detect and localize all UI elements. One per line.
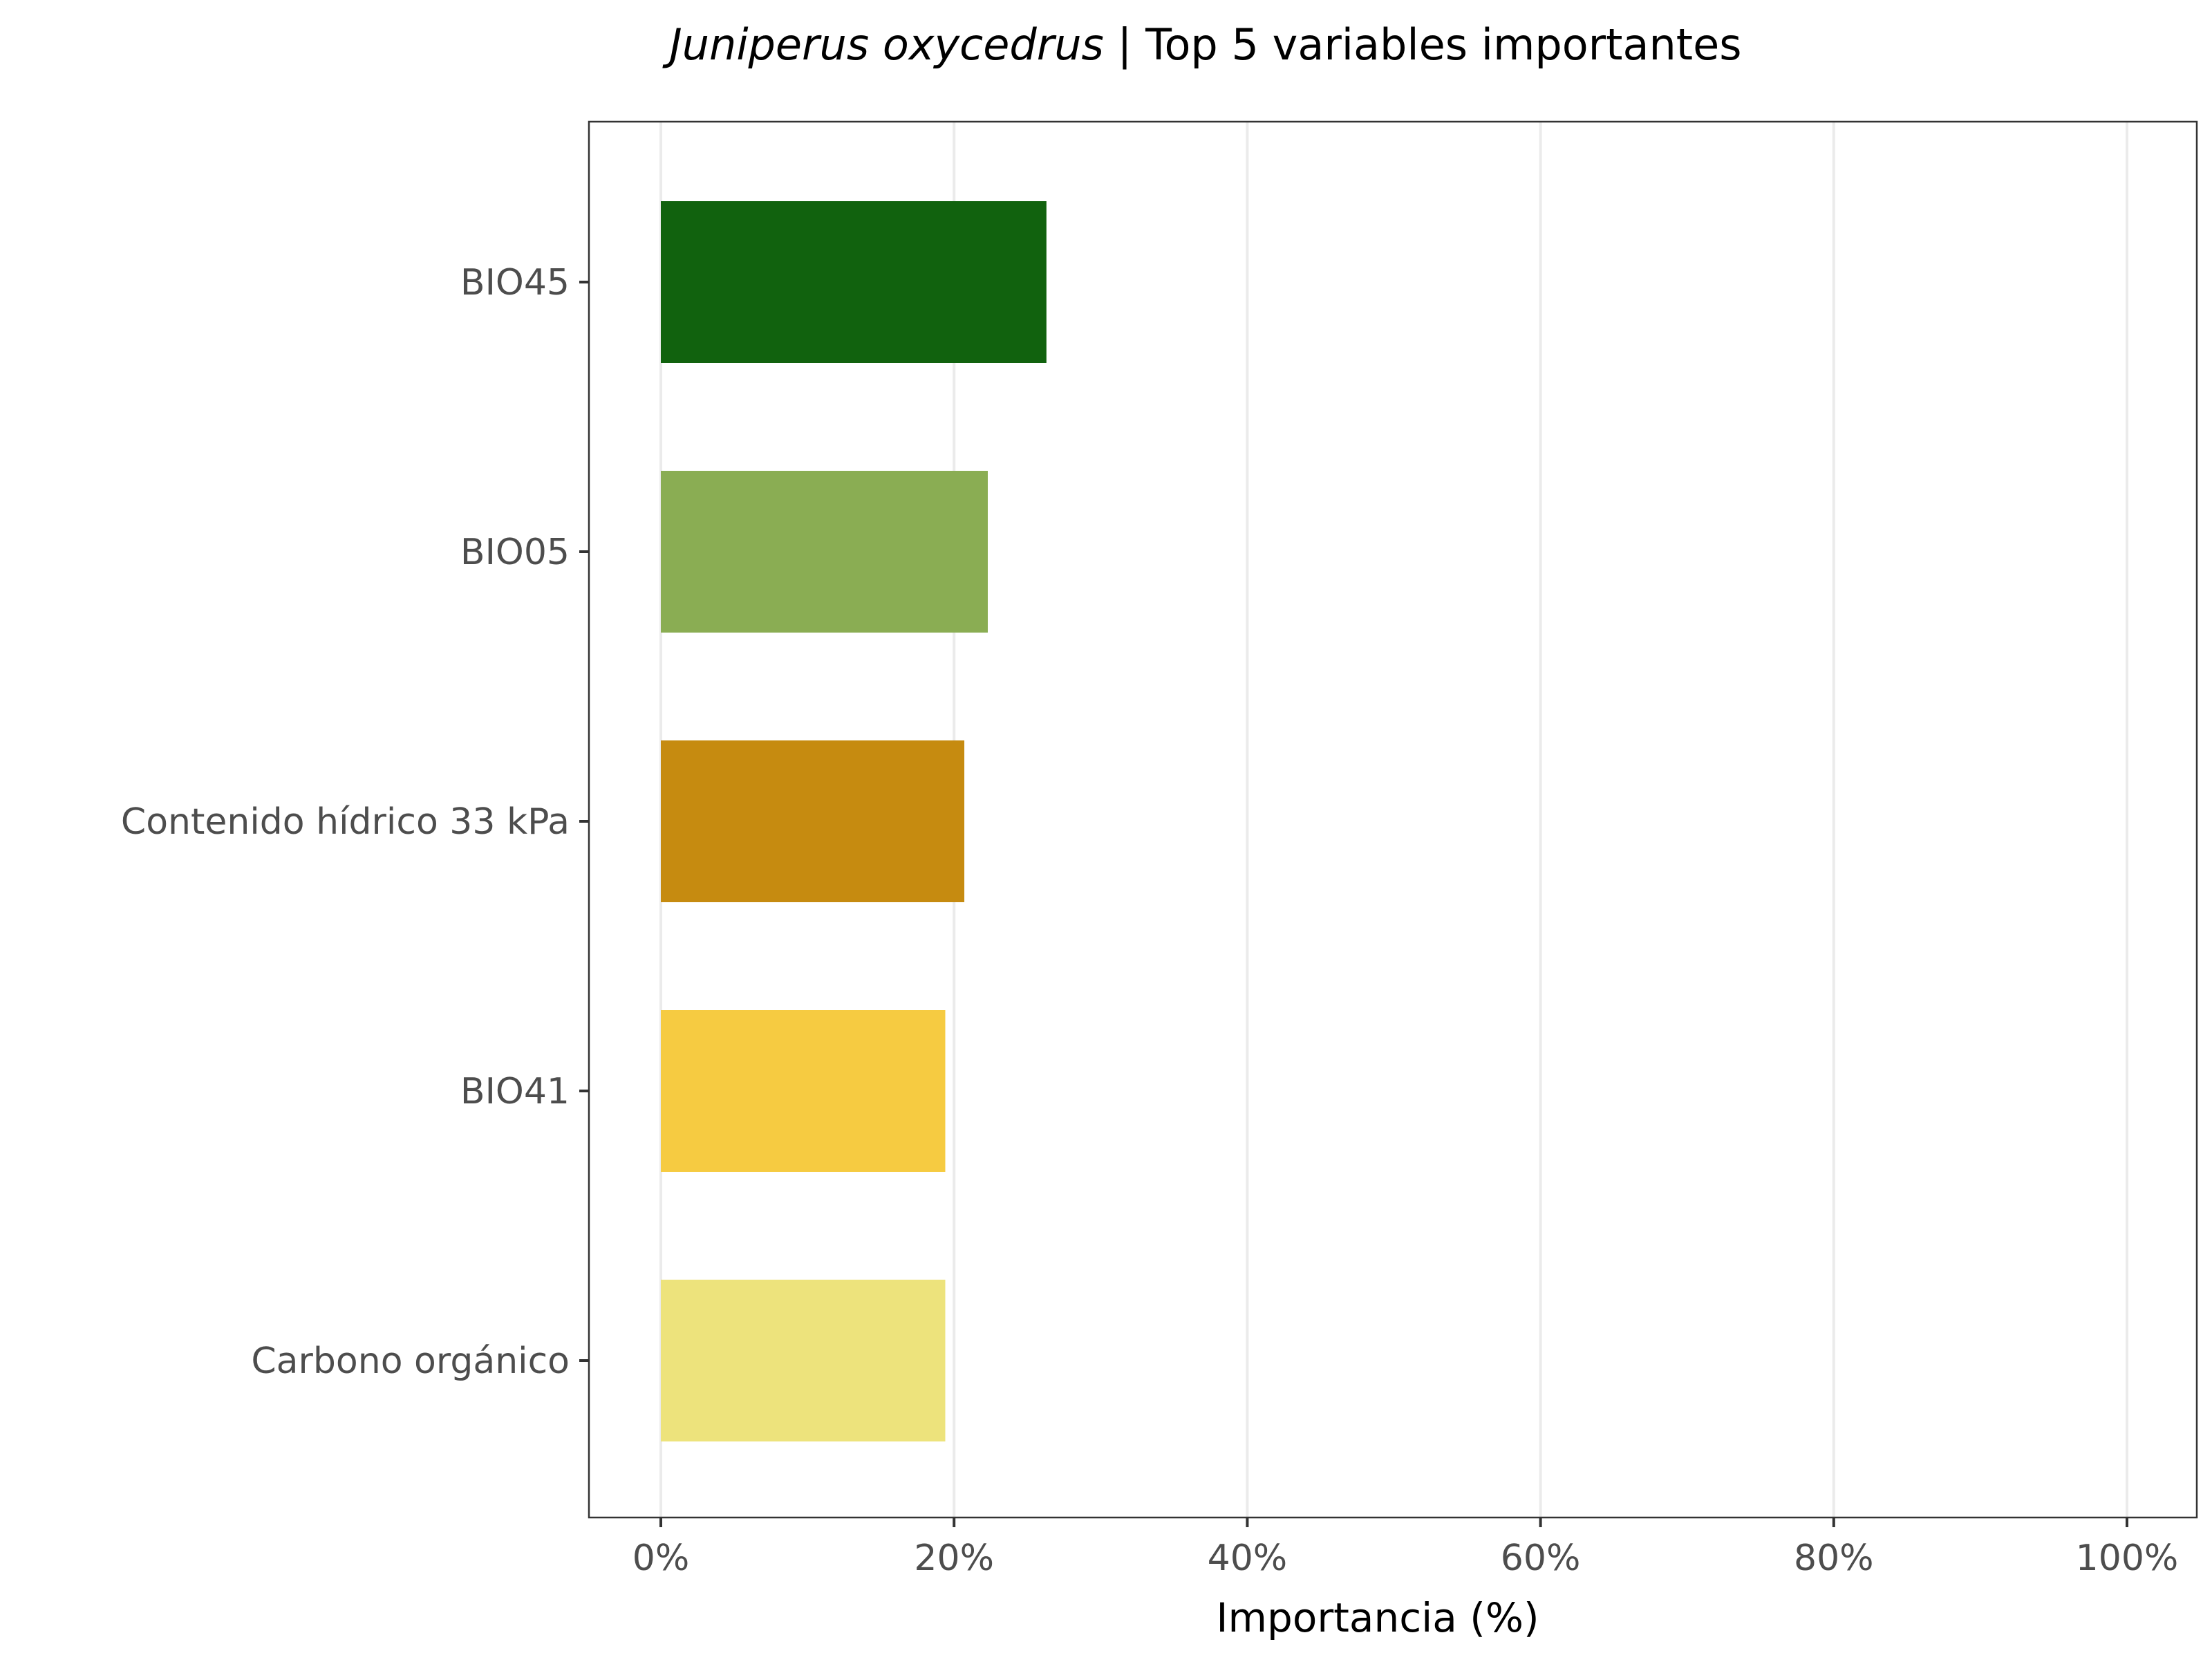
x-axis-title: Importancia (%)	[1216, 1594, 1539, 1641]
x-tick-label-5: 100%	[2076, 1538, 2179, 1579]
y-tick-label-3: BIO41	[460, 1071, 570, 1112]
bar-4	[661, 1280, 946, 1441]
x-tick-label-4: 80%	[1794, 1538, 1874, 1579]
bar-1	[661, 471, 988, 633]
y-tick-label-1: BIO05	[460, 532, 570, 573]
bar-2	[661, 740, 965, 902]
y-tick-label-2: Contenido hídrico 33 kPa	[121, 801, 570, 843]
y-axis: BIO45 BIO05 Contenido hídrico 33 kPa BIO41 C…	[121, 262, 589, 1382]
bars	[661, 201, 1047, 1441]
x-tick-label-2: 40%	[1208, 1538, 1288, 1579]
title-species: Juniperus oxycedrus	[662, 19, 1103, 70]
plot-panel-border	[588, 120, 2198, 1519]
x-tick-label-3: 60%	[1501, 1538, 1581, 1579]
y-tick-label-4: Carbono orgánico	[251, 1341, 570, 1382]
x-tick-label-1: 20%	[914, 1538, 994, 1579]
y-tick-label-0: BIO45	[460, 262, 570, 304]
chart-title: Juniperus oxycedrus | Top 5 variables im…	[662, 19, 1741, 71]
title-rest: | Top 5 variables importantes	[1104, 19, 1742, 71]
bar-3	[661, 1010, 946, 1172]
x-axis: 0% 20% 40% 60% 80% 100%	[632, 1518, 2179, 1579]
x-tick-label-0: 0%	[632, 1538, 690, 1579]
bar-0	[661, 201, 1047, 363]
